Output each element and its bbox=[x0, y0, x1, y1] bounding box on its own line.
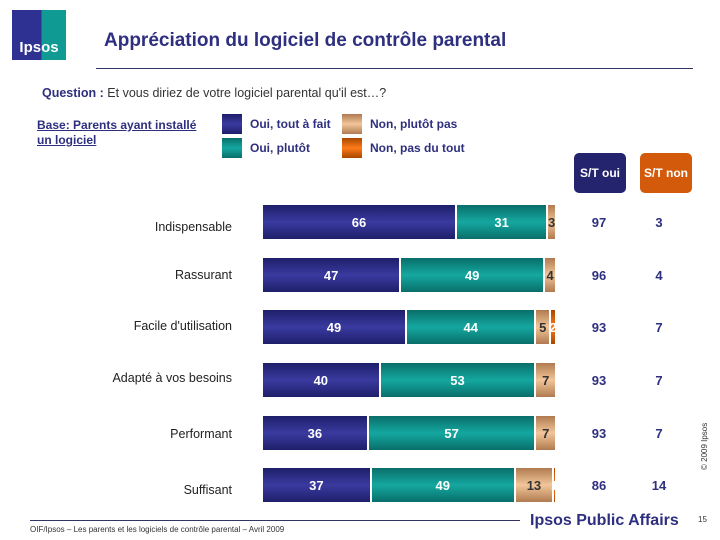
category-label: Performant bbox=[170, 427, 232, 441]
data-label: 7 bbox=[542, 425, 550, 441]
data-label: 13 bbox=[526, 477, 542, 493]
category-label: Suffisant bbox=[183, 483, 232, 497]
data-label: 47 bbox=[323, 267, 339, 283]
st-oui-value: 86 bbox=[591, 478, 607, 493]
st-oui-value: 93 bbox=[591, 373, 607, 388]
data-label: 44 bbox=[463, 319, 478, 335]
st-non-value: 7 bbox=[655, 320, 663, 335]
bar-segment: 49 bbox=[371, 468, 516, 502]
brand-name: Ipsos Public Affairs bbox=[530, 512, 679, 529]
bar-segment: 5 bbox=[536, 310, 552, 344]
data-label: 49 bbox=[464, 267, 480, 283]
title-divider bbox=[96, 68, 693, 69]
bar-segment: 49 bbox=[401, 258, 546, 292]
bar-segment: 1 bbox=[550, 468, 559, 502]
legend-item-oui-tout: Oui, tout à fait bbox=[222, 114, 331, 134]
footer-divider bbox=[30, 520, 520, 521]
legend-label: Oui, plutôt bbox=[250, 141, 310, 155]
st-non-header: S/T non bbox=[640, 153, 692, 193]
bar-segment: 13 bbox=[515, 468, 555, 502]
data-label: 66 bbox=[351, 214, 367, 230]
st-oui-value: 96 bbox=[591, 268, 607, 283]
question-label: Question : bbox=[42, 86, 104, 100]
st-non-value: 7 bbox=[655, 373, 663, 388]
data-label: 36 bbox=[307, 425, 323, 441]
data-label: 1 bbox=[550, 477, 559, 493]
data-label: 40 bbox=[313, 372, 329, 388]
legend-item-non-pas-du-tout: Non, pas du tout bbox=[342, 138, 465, 158]
bar-segment: 2 bbox=[549, 310, 557, 344]
data-label: 2 bbox=[549, 319, 557, 335]
legend-label: Non, plutôt pas bbox=[370, 117, 458, 131]
category-label: Indispensable bbox=[154, 220, 232, 234]
bar-segment: 36 bbox=[263, 416, 369, 450]
category-label: Adapté à vos besoins bbox=[112, 371, 232, 385]
st-oui-value: 93 bbox=[591, 426, 607, 441]
legend-swatch bbox=[222, 114, 242, 134]
bar-segment: 57 bbox=[368, 416, 537, 450]
data-label: 49 bbox=[435, 477, 451, 493]
st-oui-value: 97 bbox=[591, 215, 607, 230]
bar-segment: 40 bbox=[263, 363, 381, 397]
st-non-value: 3 bbox=[655, 215, 663, 230]
legend-item-non-plutot-pas: Non, plutôt pas bbox=[342, 114, 457, 134]
legend-swatch bbox=[222, 138, 242, 158]
legend-label: Non, pas du tout bbox=[370, 141, 465, 155]
copyright: © 2009 Ipsos bbox=[700, 422, 709, 470]
base-note: Base: Parents ayant installé un logiciel bbox=[37, 118, 197, 147]
bar-segment: 37 bbox=[263, 468, 372, 502]
bar-segment: 4 bbox=[545, 258, 557, 292]
legend-label: Oui, tout à fait bbox=[250, 117, 331, 131]
bar-segment: 31 bbox=[457, 205, 549, 239]
st-non-value: 14 bbox=[651, 478, 667, 493]
st-oui-header: S/T oui bbox=[574, 153, 626, 193]
legend-swatch bbox=[342, 138, 362, 158]
data-label: 3 bbox=[547, 214, 556, 230]
data-label: 31 bbox=[494, 214, 509, 230]
bar-segment: 44 bbox=[407, 310, 537, 344]
data-label: 4 bbox=[546, 267, 554, 283]
bar-segment: 49 bbox=[263, 310, 408, 344]
bar-segment: 7 bbox=[536, 416, 557, 450]
ipsos-logo: Ipsos bbox=[12, 10, 66, 60]
category-label: Facile d'utilisation bbox=[133, 319, 232, 333]
st-non-value: 4 bbox=[655, 268, 663, 283]
data-label: 37 bbox=[309, 477, 324, 493]
footer-source: OIF/Ipsos – Les parents et les logiciels… bbox=[30, 525, 285, 534]
bar-segment: 47 bbox=[263, 258, 402, 292]
bar-segment: 3 bbox=[548, 205, 557, 239]
data-label: 49 bbox=[326, 319, 342, 335]
logo-text: Ipsos bbox=[19, 39, 59, 56]
data-label: 7 bbox=[542, 372, 550, 388]
question: Question : Et vous diriez de votre logic… bbox=[42, 86, 386, 100]
data-label: 53 bbox=[450, 372, 465, 388]
bar-segment: 53 bbox=[380, 363, 537, 397]
st-oui-value: 93 bbox=[591, 320, 607, 335]
page-title: Appréciation du logiciel de contrôle par… bbox=[104, 30, 507, 51]
legend-item-oui-plutot: Oui, plutôt bbox=[222, 138, 310, 158]
question-text: Et vous diriez de votre logiciel parenta… bbox=[103, 86, 387, 100]
legend-swatch bbox=[342, 114, 362, 134]
category-label: Rassurant bbox=[175, 268, 232, 282]
data-label: 57 bbox=[444, 425, 459, 441]
data-label: 5 bbox=[539, 319, 547, 335]
bar-segment: 66 bbox=[263, 205, 458, 239]
st-non-value: 7 bbox=[655, 426, 663, 441]
page-number: 15 bbox=[698, 515, 707, 524]
bar-segment: 7 bbox=[536, 363, 557, 397]
